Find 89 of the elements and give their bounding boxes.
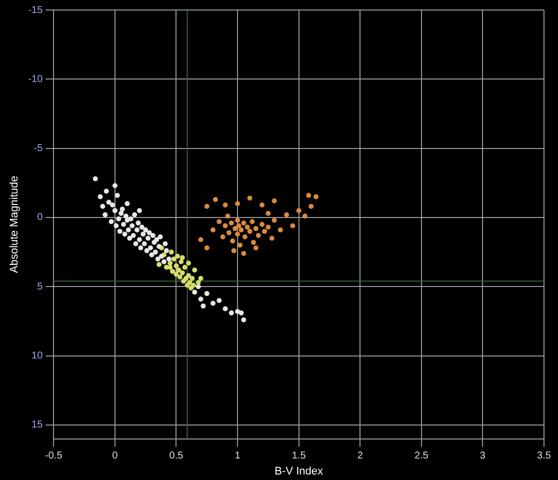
point [284,212,290,218]
point [168,260,173,266]
x-tick-label: -0.5 [45,450,63,462]
point [242,234,248,240]
point [170,268,176,274]
point [253,245,258,250]
y-tick-label: 10 [32,350,44,362]
point [196,280,201,285]
point [174,254,180,259]
point [232,226,238,232]
point [278,227,283,232]
point [235,218,240,223]
point [180,255,185,260]
y-tick-label: -10 [28,74,44,85]
point [266,224,271,230]
point [237,242,242,248]
point [313,194,318,200]
point [244,224,250,230]
point [182,264,188,270]
x-tick-label: 1 [234,450,241,462]
point [222,223,228,228]
point [192,268,198,273]
x-tick-label: 3 [480,450,486,462]
point [204,204,210,209]
y-tick-label: 15 [32,420,44,431]
point [306,192,312,198]
point [241,220,246,226]
point [204,245,210,250]
point [198,276,204,281]
point [230,238,236,244]
point [198,237,204,242]
point [187,280,192,285]
point [212,197,218,202]
point [180,270,185,276]
point [220,234,226,240]
y-tick-label: -15 [28,4,44,16]
point [190,282,196,288]
point [308,204,314,209]
x-axis-title: B-V Index [274,465,324,478]
point [272,218,277,223]
point [178,259,184,264]
x-tick-label: 0.5 [169,450,184,462]
point [174,272,179,277]
point [262,228,268,234]
point [231,248,236,254]
point [269,236,274,241]
point [177,274,182,280]
point [272,198,277,204]
point [228,220,234,226]
y-tick-label: -5 [34,143,44,154]
point [290,223,296,228]
x-tick-label: 1.5 [292,450,306,462]
point [171,256,176,262]
point [302,214,308,219]
point [256,232,261,238]
point [296,208,302,214]
point [156,262,162,268]
point [238,227,244,232]
point [260,222,265,227]
point [226,230,232,236]
x-tick-label: 2 [357,450,364,462]
point [168,250,174,255]
point [250,240,256,245]
point [247,196,252,201]
y-tick-label: 5 [37,281,44,292]
y-tick-label: 0 [37,212,44,224]
x-tick-label: 2.5 [414,450,429,462]
point [247,228,252,234]
point [241,250,246,256]
point [250,219,255,224]
point [235,232,240,237]
point [253,226,258,232]
point [174,263,179,268]
y-axis-title: Absolute Magnitude [8,176,21,274]
x-tick-label: 3.5 [537,450,552,462]
point [236,223,242,228]
point [266,210,271,216]
point [222,202,228,208]
point [225,214,230,219]
x-tick-label: 0 [112,450,118,462]
point [176,268,182,273]
point [260,202,265,208]
point [235,201,240,206]
point [210,227,216,232]
point [190,276,195,281]
point [186,273,191,278]
point [186,260,191,266]
point [168,264,173,270]
point [216,219,222,224]
